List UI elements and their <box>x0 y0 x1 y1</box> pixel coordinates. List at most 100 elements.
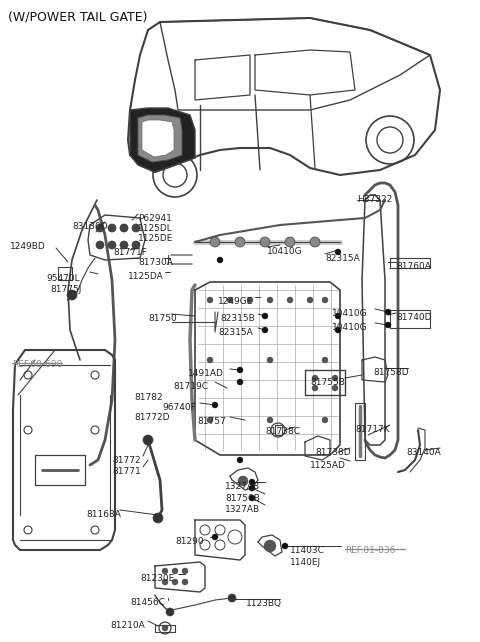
Circle shape <box>132 224 140 232</box>
Text: 96740F: 96740F <box>162 403 196 412</box>
Circle shape <box>322 297 328 303</box>
Text: 1327AB: 1327AB <box>225 505 260 514</box>
Circle shape <box>172 568 178 574</box>
Circle shape <box>287 297 293 303</box>
Circle shape <box>96 224 104 232</box>
Text: 81771F: 81771F <box>113 248 147 257</box>
Circle shape <box>235 237 245 247</box>
Circle shape <box>237 379 243 385</box>
Text: 11403C: 11403C <box>290 546 325 555</box>
Text: 1327AB: 1327AB <box>225 482 260 491</box>
Circle shape <box>247 297 253 303</box>
Text: 81775J: 81775J <box>50 285 82 294</box>
Text: 81772D: 81772D <box>134 413 169 422</box>
Circle shape <box>120 224 128 232</box>
Text: 81750: 81750 <box>148 314 177 323</box>
Text: 1140EJ: 1140EJ <box>290 558 321 567</box>
Text: (W/POWER TAIL GATE): (W/POWER TAIL GATE) <box>8 10 147 23</box>
Circle shape <box>335 249 341 255</box>
Circle shape <box>267 297 273 303</box>
Text: 81210A: 81210A <box>110 621 145 630</box>
Circle shape <box>267 417 273 423</box>
Text: P62941: P62941 <box>138 214 172 223</box>
Text: 1491AD: 1491AD <box>188 369 224 378</box>
Circle shape <box>217 257 223 263</box>
Text: 1125DL: 1125DL <box>138 224 173 233</box>
Text: 1125DE: 1125DE <box>138 234 173 243</box>
Text: 83140A: 83140A <box>406 448 441 457</box>
Circle shape <box>67 290 77 300</box>
Circle shape <box>207 417 213 423</box>
Circle shape <box>237 367 243 373</box>
Circle shape <box>322 357 328 363</box>
Circle shape <box>249 495 255 501</box>
Circle shape <box>228 594 236 602</box>
Text: 81771: 81771 <box>112 467 141 476</box>
Text: REF.60-690: REF.60-690 <box>12 360 62 369</box>
Text: 82315B: 82315B <box>220 314 255 323</box>
Circle shape <box>120 241 128 249</box>
Circle shape <box>162 625 168 631</box>
Text: 95470L: 95470L <box>46 274 80 283</box>
Circle shape <box>143 435 153 445</box>
Text: 81750B: 81750B <box>225 494 260 503</box>
Text: 81290: 81290 <box>175 537 204 546</box>
Circle shape <box>238 476 248 486</box>
Circle shape <box>207 357 213 363</box>
Circle shape <box>385 322 391 328</box>
Circle shape <box>260 237 270 247</box>
Text: 81456C: 81456C <box>130 598 165 607</box>
Text: 81738C: 81738C <box>265 427 300 436</box>
Text: 83130D: 83130D <box>72 222 108 231</box>
Polygon shape <box>130 108 195 172</box>
Text: 81757: 81757 <box>197 417 226 426</box>
Text: 81740D: 81740D <box>396 313 432 322</box>
Circle shape <box>153 513 163 523</box>
Circle shape <box>249 479 255 485</box>
Circle shape <box>237 457 243 463</box>
Text: 1123BQ: 1123BQ <box>246 599 282 608</box>
Circle shape <box>162 579 168 585</box>
Text: 10410G: 10410G <box>332 309 368 318</box>
Circle shape <box>172 579 178 585</box>
Polygon shape <box>138 115 182 162</box>
Circle shape <box>310 237 320 247</box>
Circle shape <box>267 357 273 363</box>
Text: REF.81-836: REF.81-836 <box>345 546 396 555</box>
Circle shape <box>96 241 104 249</box>
Circle shape <box>285 237 295 247</box>
Circle shape <box>108 241 116 249</box>
Circle shape <box>162 568 168 574</box>
Text: 1249GE: 1249GE <box>218 297 253 306</box>
Text: 10410G: 10410G <box>332 323 368 332</box>
Text: 1249BD: 1249BD <box>10 242 46 251</box>
Circle shape <box>210 237 220 247</box>
Circle shape <box>322 417 328 423</box>
Circle shape <box>335 327 341 333</box>
Text: 81719C: 81719C <box>173 382 208 391</box>
Text: 82315A: 82315A <box>218 328 253 337</box>
Circle shape <box>332 375 338 381</box>
Text: 1125AD: 1125AD <box>310 461 346 470</box>
Text: 81717K: 81717K <box>355 425 390 434</box>
Circle shape <box>207 297 213 303</box>
Circle shape <box>312 385 318 391</box>
Circle shape <box>282 543 288 549</box>
Circle shape <box>335 313 341 319</box>
Circle shape <box>332 385 338 391</box>
Circle shape <box>166 608 174 616</box>
Circle shape <box>385 309 391 315</box>
Circle shape <box>182 568 188 574</box>
Text: 81782: 81782 <box>134 393 163 402</box>
Circle shape <box>212 402 218 408</box>
Text: 81755B: 81755B <box>310 378 345 387</box>
Circle shape <box>182 579 188 585</box>
Circle shape <box>212 534 218 540</box>
Circle shape <box>262 313 268 319</box>
Text: 81758D: 81758D <box>373 368 408 377</box>
Text: 81760A: 81760A <box>396 262 431 271</box>
Text: 81730A: 81730A <box>138 258 173 267</box>
Circle shape <box>262 327 268 333</box>
Text: 81230E: 81230E <box>140 574 174 583</box>
Circle shape <box>249 485 255 491</box>
